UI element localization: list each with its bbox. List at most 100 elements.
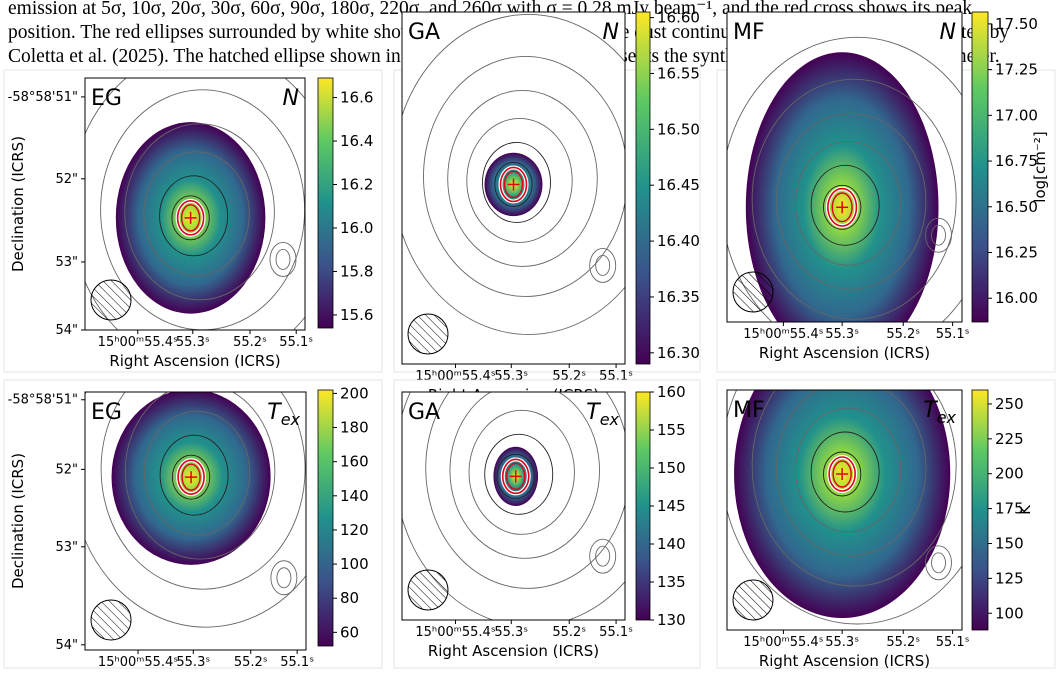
panel-box (3, 69, 383, 373)
contour (795, 407, 902, 533)
quantity-label: Tex (586, 400, 619, 429)
quantity-label: N (940, 20, 956, 45)
contour (449, 392, 600, 559)
x-axis-label: Right Ascension (ICRS) (109, 352, 280, 370)
x-tick-label: 55.2ˢ (886, 635, 920, 650)
colorbar-tick-label: 160 (340, 453, 369, 471)
beam (90, 279, 132, 321)
quantity-symbol: T (586, 400, 601, 425)
y-tick-label: -58°58'51" (8, 90, 78, 105)
beam (90, 599, 132, 641)
contour (275, 248, 291, 270)
colorbar-tick-label: 15.6 (340, 306, 373, 324)
core-ellipse (828, 456, 856, 492)
colorbar-tick-label: 120 (340, 521, 369, 539)
contour (925, 545, 952, 581)
map (727, 390, 962, 630)
y-tick-label: 54" (55, 638, 78, 653)
method-label: GA (408, 20, 440, 45)
contour (925, 217, 952, 253)
quantity-symbol: T (923, 398, 938, 423)
contour (124, 123, 275, 301)
contour (270, 560, 298, 596)
x-axis-label: Right Ascension (ICRS) (759, 344, 930, 362)
x-tick-label: 55.3ˢ (494, 369, 528, 384)
core-ellipse (176, 200, 205, 236)
beam (407, 313, 449, 355)
frame (84, 77, 306, 331)
core-ellipse (503, 170, 524, 199)
contour (810, 431, 880, 513)
quantity-subscript: ex (600, 410, 620, 429)
method-label: MF (733, 398, 765, 423)
panel-box (3, 379, 383, 669)
contour (589, 247, 617, 283)
y-axis-label: Declination (ICRS) (9, 453, 27, 589)
colorbar-tick-label: 175 (995, 500, 1024, 518)
colorbar-tick-label: 145 (657, 497, 686, 515)
core-ellipse (831, 192, 853, 223)
contour (589, 538, 617, 574)
method-label: EG (91, 400, 122, 425)
x-tick-label: 55.3ˢ (825, 635, 859, 650)
x-axis-label: Right Ascension (ICRS) (759, 652, 930, 670)
x-axis-label: Right Ascension (ICRS) (428, 642, 599, 660)
colorbar-tick-label: 16.25 (995, 244, 1038, 262)
colorbar-tick-label: 155 (657, 421, 686, 439)
core-ellipse (177, 459, 205, 495)
y-tick-label: 53" (55, 540, 78, 555)
colorbar (317, 77, 334, 329)
method-label: MF (733, 20, 765, 45)
contour (171, 195, 210, 241)
colorbar-tick-label: 17.25 (995, 61, 1038, 79)
y-tick-label: -58°58'51" (8, 393, 78, 408)
colorbar-tick-label: 200 (995, 465, 1024, 483)
contour (823, 451, 862, 497)
method-label: GA (408, 400, 440, 425)
y-tick-label: 54" (55, 323, 78, 338)
beam (732, 579, 774, 621)
colorbar-tick-label: 16.2 (340, 176, 373, 194)
colorbar-tick-label: 125 (995, 569, 1024, 587)
quantity-symbol: T (267, 400, 282, 425)
frame (401, 391, 626, 621)
x-tick-label: 15ʰ00ᵐ55.4ˢ (98, 655, 178, 670)
x-tick-label: 55.3ˢ (825, 327, 859, 342)
colorbar-tick-label: 180 (340, 419, 369, 437)
map (402, 392, 625, 620)
x-tick-label: 55.1ˢ (936, 635, 970, 650)
y-tick-label: 53" (55, 255, 78, 270)
contour (496, 453, 535, 499)
colorbar-label: K (1016, 504, 1034, 515)
contour (402, 14, 625, 335)
contour (466, 118, 573, 243)
quantity-label: Tex (923, 398, 956, 427)
colorbar (317, 389, 334, 647)
contour (159, 434, 229, 516)
core-ellipse (506, 462, 526, 491)
y-axis-label: Declination (ICRS) (9, 136, 27, 272)
contour (751, 78, 957, 320)
x-tick-label: 55.2ˢ (552, 625, 586, 640)
colorbar-label: log[cm⁻²] (1031, 131, 1049, 202)
contour (171, 454, 211, 500)
contour (423, 56, 625, 297)
quantity-label: N (603, 20, 619, 45)
frame (84, 391, 307, 651)
colorbar-tick-label: 16.0 (340, 219, 373, 237)
colorbar (971, 11, 989, 323)
colorbar-tick-label: 100 (995, 604, 1024, 622)
quantity-symbol: N (940, 20, 956, 45)
x-tick-label: 15ʰ00ᵐ55.4ˢ (98, 335, 178, 350)
x-tick-label: 55.2ˢ (552, 369, 586, 384)
contour (727, 36, 962, 322)
x-tick-label: 55.2ˢ (886, 327, 920, 342)
contour (447, 90, 598, 267)
x-tick-label: 55.3ˢ (176, 335, 210, 350)
colorbar-tick-label: 150 (995, 534, 1024, 552)
x-tick-label: 55.1ˢ (599, 369, 633, 384)
x-tick-label: 55.1ˢ (936, 327, 970, 342)
contour (931, 224, 946, 246)
contour (810, 164, 880, 246)
